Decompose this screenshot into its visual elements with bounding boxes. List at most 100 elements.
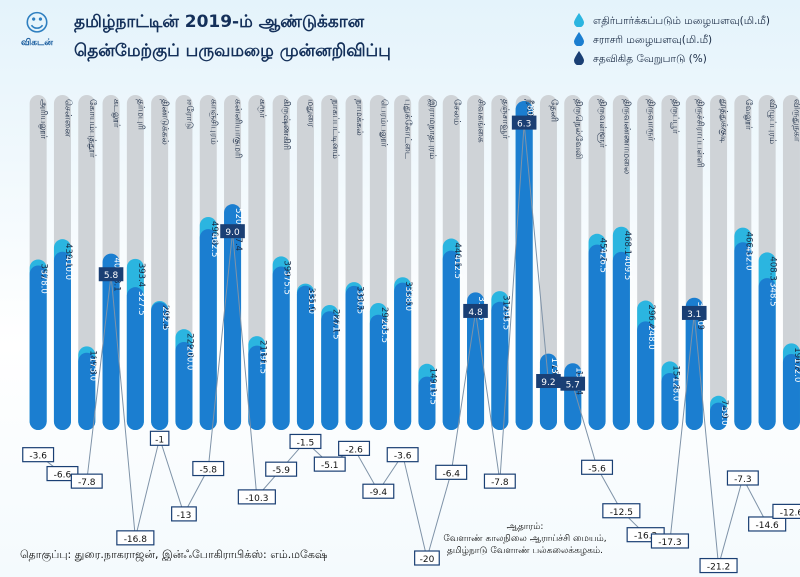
deviation-value: -16.8: [124, 535, 148, 545]
deviation-value: -12.5: [610, 508, 633, 518]
expected-value: 462.5: [209, 233, 219, 257]
deviation-value: -3.6: [394, 452, 412, 462]
deviation-value: -7.3: [734, 475, 752, 485]
bar-track: [418, 95, 436, 430]
bar-expected: [296, 285, 314, 430]
district-label: திருவாரூர்: [646, 99, 656, 141]
deviation-badge: [748, 516, 787, 532]
deviation-value: -6.4: [442, 469, 460, 479]
district-label: மதுரை: [305, 99, 315, 128]
source-line-2: வேளாண் காலநிலை ஆராய்ச்சி மையம்,: [443, 534, 607, 544]
deviation-badge: [483, 473, 516, 489]
drop-icon-dark: [571, 51, 587, 68]
bar-expected: [539, 353, 557, 430]
bar-expected: [467, 292, 485, 430]
expected-value: 331.0: [306, 290, 316, 314]
bar-expected: [102, 253, 120, 430]
deviation-value: -13: [177, 511, 192, 521]
bar-expected: [418, 376, 436, 430]
average-value: 149.3: [427, 368, 437, 392]
average-value: 440.6: [452, 243, 462, 267]
bar-expected: [782, 354, 800, 430]
bar-expected: [224, 204, 242, 430]
deviation-badge: [581, 459, 614, 475]
district-label: திருப்பூர்: [670, 99, 680, 134]
average-value: 296.4: [646, 305, 656, 329]
bar-expected: [734, 242, 752, 430]
bar-track: [564, 95, 582, 430]
district-label: சிவகங்கை: [476, 99, 486, 143]
average-value: 196.8: [792, 347, 800, 371]
bar-expected: [661, 372, 679, 430]
deviation-value: -9.4: [370, 488, 388, 498]
deviation-value: -5.1: [321, 461, 339, 471]
expected-value: 410.0: [63, 256, 73, 280]
legend-item-expected: எதிர்பார்க்கப்படும் மழையளவு(மி.மீ): [571, 12, 770, 31]
deviation-value: -2.6: [345, 445, 363, 455]
bar-expected: [637, 321, 655, 430]
bar-expected: [612, 251, 630, 430]
average-value: 229.8: [184, 333, 194, 357]
district-label: அரியலூர்: [38, 99, 48, 139]
deviation-value: -16.3: [634, 532, 657, 542]
average-value: 339.3: [355, 286, 365, 310]
deviation-value: -1: [155, 435, 164, 445]
deviation-badge: [772, 503, 800, 519]
deviation-value: -5.6: [588, 464, 606, 474]
deviation-value: -20: [420, 555, 435, 565]
average-value: 318.4: [500, 295, 510, 319]
deviation-badge: [602, 503, 641, 519]
logo-text: விகடன்: [21, 38, 53, 48]
deviation-badge: [289, 433, 322, 450]
bar-expected: [394, 282, 412, 430]
deviation-badge: [681, 305, 707, 320]
average-value: 439.1: [63, 243, 73, 267]
average-value: 335.9: [306, 288, 316, 312]
deviation-value: 5.7: [566, 381, 580, 391]
district-label: தர்மபுரி: [135, 99, 145, 130]
deviation-value: -14.6: [756, 521, 780, 531]
bar-expected: [126, 287, 144, 430]
district-label: விருதுநகர்: [791, 99, 800, 142]
expected-value: 378.0: [39, 269, 49, 293]
deviation-value: 9.2: [541, 378, 555, 388]
deviation-badge: [237, 489, 276, 505]
bar-expected: [515, 101, 533, 430]
bar-expected: [588, 244, 606, 430]
average-value: 393.4: [136, 263, 146, 287]
expected-value: 200.0: [184, 346, 194, 370]
deviation-badge: [536, 374, 561, 389]
bar-track: [78, 95, 96, 430]
district-label: திருநெல்வேலி: [573, 99, 583, 159]
district-label: கரூர்: [257, 99, 267, 118]
expected-value: 263.5: [379, 319, 389, 343]
district-label: நாமக்கல்: [354, 99, 364, 136]
legend-label-average: சராசரி மழையளவு(மி.மீ): [593, 34, 713, 46]
average-value: 477.4: [233, 227, 243, 251]
deviation-value: 6.3: [517, 120, 531, 130]
bar-expected: [175, 342, 193, 430]
deviation-value: -10.3: [245, 494, 268, 504]
expected-value: 175.0: [87, 357, 97, 381]
bar-expected: [199, 229, 217, 430]
expected-value: 191.5: [257, 350, 267, 374]
bar-expected: [78, 352, 96, 430]
average-value: 286.1: [330, 309, 340, 333]
deviation-badge: [699, 557, 738, 574]
deviation-line: [37, 123, 792, 566]
deviation-badge: [726, 470, 759, 486]
average-value: 295.4: [160, 305, 170, 329]
deviation-badge: [338, 440, 371, 456]
district-label: நீலகிரி: [524, 99, 534, 126]
deviation-badge: [98, 267, 124, 282]
bar-expected: [248, 345, 266, 430]
bar-expected: [369, 314, 387, 430]
legend-label-expected: எதிர்பார்க்கப்படும் மழையளவு(மி.மீ): [593, 15, 770, 27]
deviation-value: -17.3: [658, 538, 681, 548]
deviation-value: -1.5: [297, 438, 315, 448]
expected-value: 409.5: [622, 256, 632, 280]
expected-value: 128.0: [670, 377, 680, 401]
deviation-value: -7.8: [78, 478, 96, 488]
deviation-badge: [265, 461, 298, 477]
deviation-badge: [362, 483, 395, 499]
